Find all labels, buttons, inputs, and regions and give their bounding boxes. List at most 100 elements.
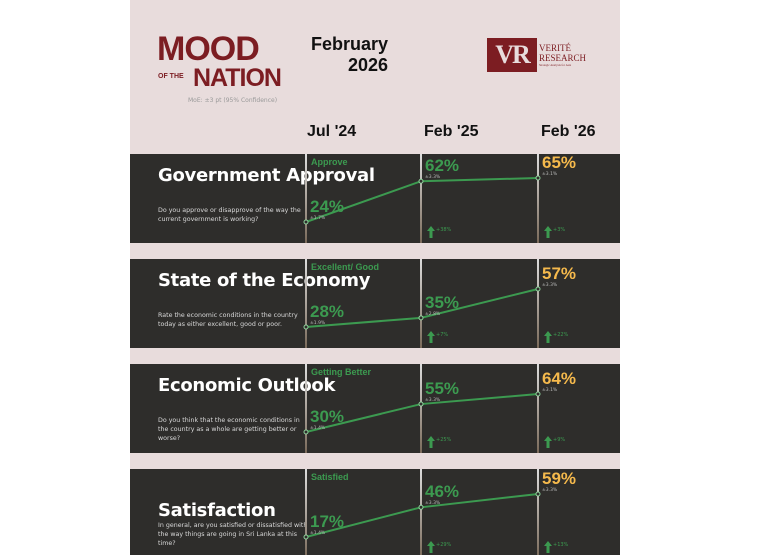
data-point <box>418 504 424 510</box>
column-divider <box>305 259 307 348</box>
value-label: 30% <box>310 407 345 426</box>
panel-question: Do you approve or disapprove of the way … <box>158 207 301 223</box>
moe-label: ±3.3% <box>542 488 558 493</box>
column-header-feb26: Feb '26 <box>541 123 596 140</box>
column-divider <box>537 364 539 453</box>
column-header-feb25: Feb '25 <box>424 123 479 140</box>
panel-title: State of the Economy <box>158 270 371 291</box>
up-arrow-icon <box>544 331 552 343</box>
up-arrow-icon <box>427 331 435 343</box>
infographic: MOOD OF THE NATION MoE: ±3 pt (95% Confi… <box>130 0 620 555</box>
series-label: Satisfied <box>311 472 349 482</box>
column-divider <box>305 364 307 453</box>
panel-question: Do you think that the economic condition… <box>158 417 300 442</box>
moe-label: ±3.3% <box>425 398 441 404</box>
chart-panel: Satisfaction In general, are you satisfi… <box>130 469 620 555</box>
column-divider <box>420 259 422 348</box>
logo-mood: MOOD <box>157 30 260 68</box>
column-divider <box>305 154 307 243</box>
column-header-jul24: Jul '24 <box>307 123 357 140</box>
up-arrow-icon <box>544 436 552 448</box>
logo-nation: NATION <box>193 64 282 92</box>
change-label: +7% <box>436 332 449 338</box>
change-label: +9% <box>553 437 566 443</box>
trend-line-chart <box>303 391 541 435</box>
chart-panel: State of the Economy Rate the economic c… <box>130 259 620 348</box>
vr-name-1: VERITÉ <box>539 43 571 53</box>
value-label: 64% <box>542 369 577 388</box>
date-month: February <box>310 34 388 54</box>
moe-label: ±1.7% <box>310 216 326 221</box>
data-point <box>418 178 424 184</box>
up-arrow-icon <box>427 226 435 238</box>
series-label: Approve <box>311 157 348 167</box>
data-point <box>303 429 309 435</box>
column-divider <box>420 364 422 453</box>
value-label: 55% <box>425 379 460 399</box>
up-arrow-icon <box>544 541 552 553</box>
value-label: 57% <box>542 264 577 283</box>
panel-title: Satisfaction <box>158 500 276 521</box>
column-divider <box>305 469 307 555</box>
data-point <box>418 315 424 321</box>
change-label: +3% <box>553 227 566 233</box>
vr-mark: VR <box>487 38 537 72</box>
chart-panel: Economic Outlook Do you think that the e… <box>130 364 620 453</box>
date-year: 2026 <box>347 55 388 75</box>
panel-question: Rate the economic conditions in the coun… <box>158 312 298 328</box>
verite-research-logo: VR VERITÉ RESEARCH Strategic Analysis fo… <box>487 38 586 72</box>
moe-label: ±3.3% <box>542 283 558 288</box>
report-date: February 2026 <box>300 34 388 76</box>
moe-label: ±3.3% <box>425 175 441 181</box>
chart-panel: Government Approval Do you approve or di… <box>130 153 620 243</box>
trend-line-chart <box>303 286 541 330</box>
moe-label: ±3.3% <box>425 501 441 507</box>
data-point <box>303 219 309 225</box>
vr-tagline: Strategic Analysis for Asia <box>539 63 572 67</box>
up-arrow-icon <box>427 541 435 553</box>
panel-question: In general, are you satisfied or dissati… <box>158 522 308 547</box>
change-label: +25% <box>436 437 452 443</box>
column-divider <box>537 469 539 555</box>
panel-title: Government Approval <box>158 165 375 186</box>
up-arrow-icon <box>427 436 435 448</box>
moe-label: ±3.1% <box>542 388 558 393</box>
up-arrow-icon <box>544 226 552 238</box>
vr-name-2: RESEARCH <box>539 53 587 63</box>
moe-label: ±3.1% <box>542 172 558 177</box>
trend-line-chart <box>303 175 541 225</box>
moe-label: ±1.4% <box>310 531 326 536</box>
data-point <box>535 286 541 292</box>
moe-note: MoE: ±3 pt (95% Confidence) <box>188 97 278 104</box>
data-point <box>535 175 541 181</box>
value-label: 65% <box>542 153 577 172</box>
change-label: +29% <box>436 542 452 548</box>
moe-label: ±2.8% <box>425 311 441 317</box>
data-point <box>303 324 309 330</box>
column-divider <box>420 469 422 555</box>
value-label: 28% <box>310 302 345 321</box>
moe-label: ±1.4% <box>310 426 326 431</box>
value-label: 62% <box>425 156 460 176</box>
value-label: 17% <box>310 512 345 531</box>
data-point <box>418 401 424 407</box>
series-label: Getting Better <box>311 367 372 377</box>
logo-of-the: OF THE <box>158 73 184 80</box>
change-label: +38% <box>436 227 452 233</box>
moe-label: ±1.9% <box>310 321 326 326</box>
change-label: +22% <box>553 332 569 338</box>
column-divider <box>537 259 539 348</box>
data-point <box>535 391 541 397</box>
value-label: 59% <box>542 469 577 488</box>
panel-title: Economic Outlook <box>158 375 336 396</box>
column-divider <box>537 154 539 243</box>
trend-line-chart <box>303 491 541 540</box>
value-label: 24% <box>310 197 345 216</box>
data-point <box>535 491 541 497</box>
change-label: +13% <box>553 542 569 548</box>
column-divider <box>420 154 422 243</box>
value-label: 35% <box>425 292 460 312</box>
series-label: Excellent/ Good <box>311 262 380 272</box>
value-label: 46% <box>425 482 460 502</box>
data-point <box>303 534 309 540</box>
